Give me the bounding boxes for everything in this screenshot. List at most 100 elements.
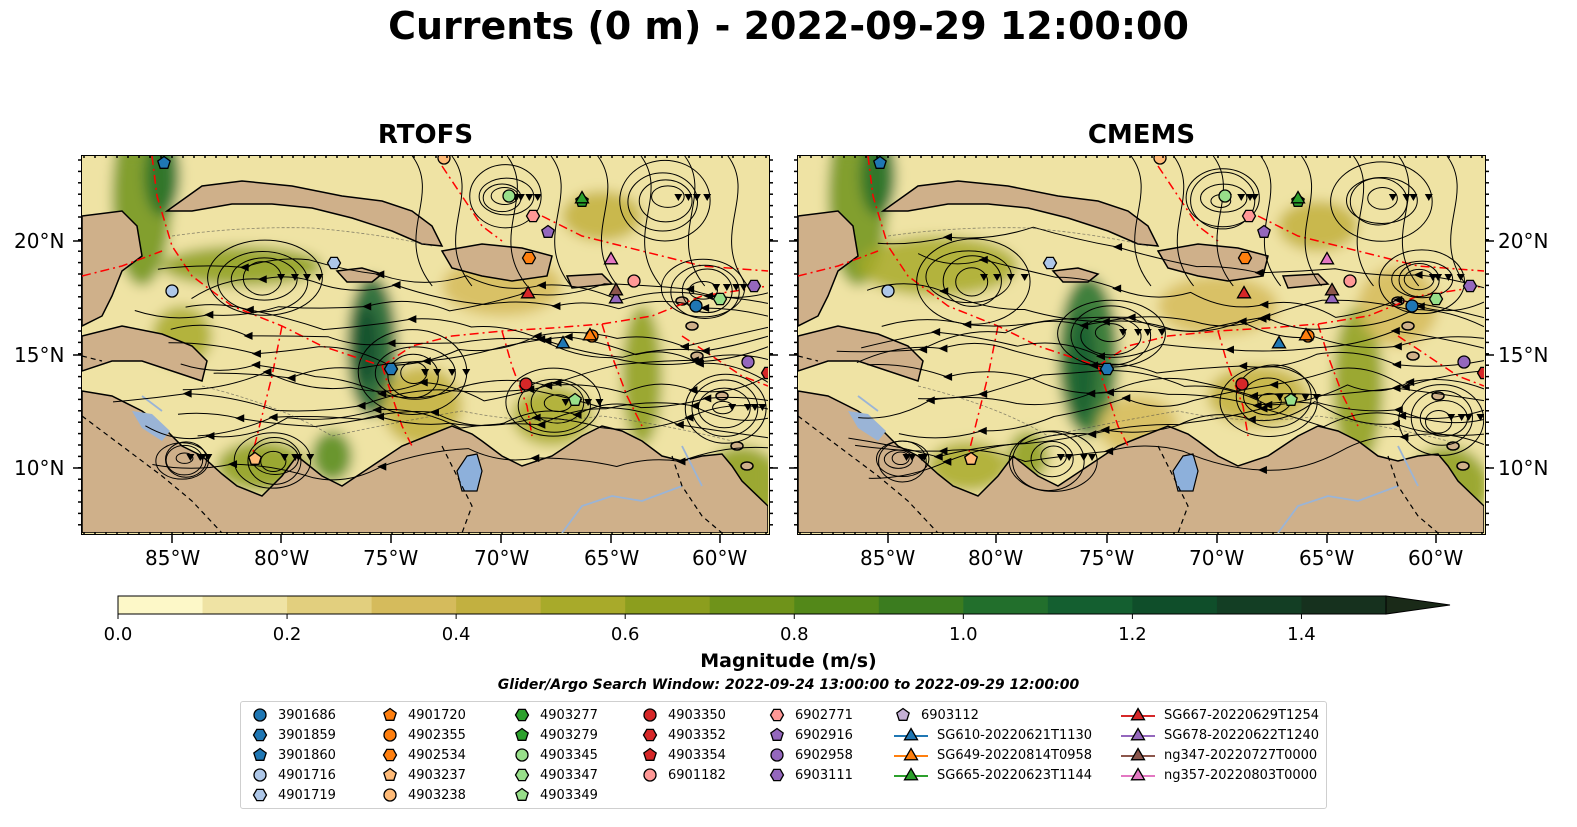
legend-marker-icon (642, 728, 658, 742)
legend-label: 4901719 (278, 787, 336, 803)
legend-marker-icon (383, 767, 397, 781)
legend-label: 3901860 (278, 747, 336, 763)
lon-label-60w-right: 60°W (1408, 546, 1464, 570)
float-marker-ng357-20220803T0000 (1319, 251, 1335, 265)
legend-entry: 4903347 (513, 765, 598, 785)
legend-label: 3901686 (278, 707, 336, 723)
float-marker-SG678-20220622T1240 (608, 290, 624, 304)
lat-label-10n-left: 10°N (14, 456, 65, 480)
float-marker-4902534 (1237, 251, 1253, 265)
legend-entry: 4903354 (641, 745, 726, 765)
float-marker-4901716 (165, 284, 179, 298)
float-marker-4903237 (964, 451, 978, 465)
float-marker-4902534 (521, 251, 537, 265)
legend-label: 6901182 (668, 767, 726, 783)
legend-label: 4903354 (668, 747, 726, 763)
legend-marker (514, 708, 530, 722)
legend-marker-icon (252, 728, 268, 742)
legend-marker (514, 768, 530, 782)
legend-label: 4903347 (540, 767, 598, 783)
float-marker-ng347-20220727T0000 (1324, 282, 1340, 296)
legend-marker (896, 707, 910, 721)
float-marker-SG667-20220629T1254 (1236, 285, 1252, 299)
lon-label-65w-right: 65°W (1299, 546, 1355, 570)
legend-marker (253, 768, 267, 782)
legend-marker (1130, 747, 1146, 761)
float-marker-ng357-20220803T0000 (603, 251, 619, 265)
float-marker-4903347 (1428, 292, 1444, 306)
lon-label-85w-right: 85°W (860, 546, 916, 570)
colorbar-extend-max (1385, 595, 1451, 615)
colorbar-tick-label: 1.0 (949, 624, 978, 645)
legend-marker-icon (770, 727, 784, 741)
map-panel-rtofs[interactable] (81, 155, 770, 535)
legend-marker-icon (252, 788, 268, 802)
colorbar-bin (540, 596, 626, 614)
float-marker-4901719 (1042, 256, 1058, 270)
float-marker-4901719 (326, 256, 342, 270)
legend-label: SG665-20220623T1144 (937, 767, 1093, 783)
float-marker-SG678-20220622T1240 (1324, 290, 1340, 304)
float-marker-3901859 (383, 362, 399, 376)
colorbar-bin (625, 596, 711, 614)
legend-label: 6902771 (795, 707, 853, 723)
legend-title: Glider/Argo Search Window: 2022-09-24 13… (497, 677, 1080, 693)
legend-entry: SG665-20220623T1144 (894, 765, 1092, 785)
colorbar-bin (794, 596, 880, 614)
legend-label: 4901716 (278, 767, 336, 783)
legend-marker-icon (253, 747, 267, 761)
float-marker-3901860 (157, 156, 171, 169)
legend-entry: ng357-20220803T0000 (1121, 765, 1317, 785)
float-marker-4903345 (502, 189, 516, 203)
legend-marker-icon (1121, 747, 1155, 761)
float-marker-6902916 (1257, 224, 1271, 238)
float-marker-6902916 (541, 224, 555, 238)
legend-entry: 3901860 (251, 745, 336, 765)
legend-marker-icon (770, 748, 784, 762)
float-marker-4903350 (1235, 377, 1249, 391)
colorbar-bin (371, 596, 457, 614)
float-marker-SG667-20220629T1254 (520, 285, 536, 299)
legend-marker-icon (1121, 767, 1155, 781)
legend-entry: 4901720 (381, 705, 466, 725)
legend-marker (642, 728, 658, 742)
legend-marker-icon (643, 708, 657, 722)
float-marker-4901716 (881, 284, 895, 298)
legend-entry: 6901182 (641, 765, 726, 785)
float-marker-SG665-20220623T1144 (574, 190, 590, 204)
legend-label: 4903279 (540, 727, 598, 743)
float-marker-6902771 (1241, 209, 1257, 223)
colorbar-label: Magnitude (m/s) (700, 650, 877, 672)
float-marker-4903347 (712, 292, 728, 306)
colorbar-tick-label: 1.4 (1287, 624, 1316, 645)
colorbar-tick-label: 0.8 (779, 624, 809, 645)
legend-marker (515, 727, 529, 741)
legend-label: 6902958 (795, 747, 853, 763)
map-panel-cmems[interactable] (797, 155, 1486, 535)
colorbar-bin (963, 596, 1049, 614)
legend-marker (903, 767, 919, 781)
legend-marker-icon (1121, 707, 1155, 721)
lon-label-85w-left: 85°W (145, 546, 201, 570)
colorbar-bin (878, 596, 964, 614)
float-marker-6902958 (741, 355, 755, 369)
legend-marker (382, 748, 398, 762)
lat-label-10n-right: 10°N (1498, 456, 1549, 480)
float-marker-SG610-20220621T1130 (555, 335, 571, 349)
legend-entry: 4903345 (513, 745, 598, 765)
legend-label: 4902534 (408, 747, 466, 763)
float-marker-4903349 (1284, 392, 1298, 406)
float-marker-SG649-20220814T0958 (1298, 327, 1314, 341)
legend-marker-icon (515, 787, 529, 801)
colorbar-bin (456, 596, 542, 614)
legend-entry: SG678-20220622T1240 (1121, 725, 1319, 745)
legend-marker-icon (515, 727, 529, 741)
legend-marker (515, 748, 529, 762)
legend-marker (643, 768, 657, 782)
legend-marker (770, 727, 784, 741)
colorbar-bin (709, 596, 795, 614)
legend-label: SG678-20220622T1240 (1164, 727, 1320, 743)
legend-entry: 4903277 (513, 705, 598, 725)
colorbar (117, 595, 1451, 619)
legend-label: SG667-20220629T1254 (1164, 707, 1320, 723)
